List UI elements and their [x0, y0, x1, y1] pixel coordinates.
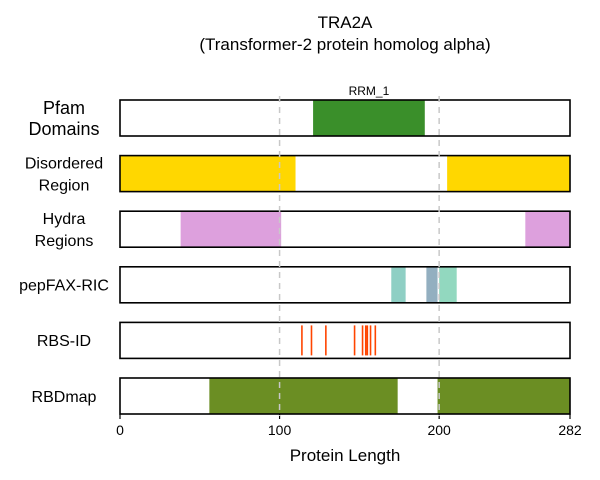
segment-2-0	[180, 211, 282, 248]
x-axis-label: Protein Length	[290, 446, 401, 465]
track-label-line: Pfam	[43, 98, 85, 118]
tracks: RRM_1 Pfam Domains Disordered Region Hydra Reg…	[19, 84, 571, 415]
segment-5-1	[437, 378, 570, 414]
x-tick-label-0: 0	[116, 422, 124, 438]
track-background	[120, 322, 570, 359]
track-1: Disordered Region	[25, 154, 571, 194]
track-label-2: Hydra Regions	[35, 211, 94, 250]
track-label-line: Hydra	[43, 211, 86, 228]
track-label-3: pepFAX-RIC	[19, 278, 109, 295]
track-label-0: Pfam Domains	[28, 98, 99, 139]
segment-5-0	[209, 378, 398, 414]
segment-3-2	[439, 266, 457, 303]
track-background	[120, 266, 570, 303]
segment-3-1	[426, 266, 438, 303]
track-3: pepFAX-RIC	[19, 265, 571, 304]
segment-1-0	[120, 155, 296, 192]
track-label-line: Disordered	[25, 155, 103, 172]
track-border	[119, 377, 571, 415]
track-border	[119, 99, 571, 137]
track-border	[119, 265, 571, 304]
track-border	[119, 154, 571, 193]
track-label-4: RBS-ID	[37, 333, 91, 350]
x-tick-label-3: 282	[558, 422, 582, 438]
track-border	[119, 321, 571, 360]
track-5: RBDmap	[32, 377, 571, 415]
track-label-5: RBDmap	[32, 389, 97, 406]
track-label-line: Region	[39, 177, 90, 194]
x-axis: 0 100 200 282	[116, 414, 582, 438]
segment-1-1	[447, 155, 570, 192]
track-4: RBS-ID	[37, 321, 571, 360]
x-tick-label-2: 200	[427, 422, 451, 438]
chart-title: TRA2A	[318, 13, 373, 32]
x-tick-label-1: 100	[268, 422, 292, 438]
gridlines	[278, 96, 440, 416]
track-label-line: Regions	[35, 233, 94, 250]
track-0: RRM_1 Pfam Domains	[28, 84, 571, 139]
segment-3-0	[391, 266, 406, 303]
track-border	[119, 210, 571, 248]
chart-subtitle: (Transformer-2 protein homolog alpha)	[199, 35, 490, 54]
track-2: Hydra Regions	[35, 210, 571, 250]
track-label-line: Domains	[28, 119, 99, 139]
domain-label: RRM_1	[349, 84, 390, 98]
segment-0-0	[313, 100, 425, 136]
track-label-1: Disordered Region	[25, 155, 103, 194]
segment-2-1	[525, 211, 570, 248]
